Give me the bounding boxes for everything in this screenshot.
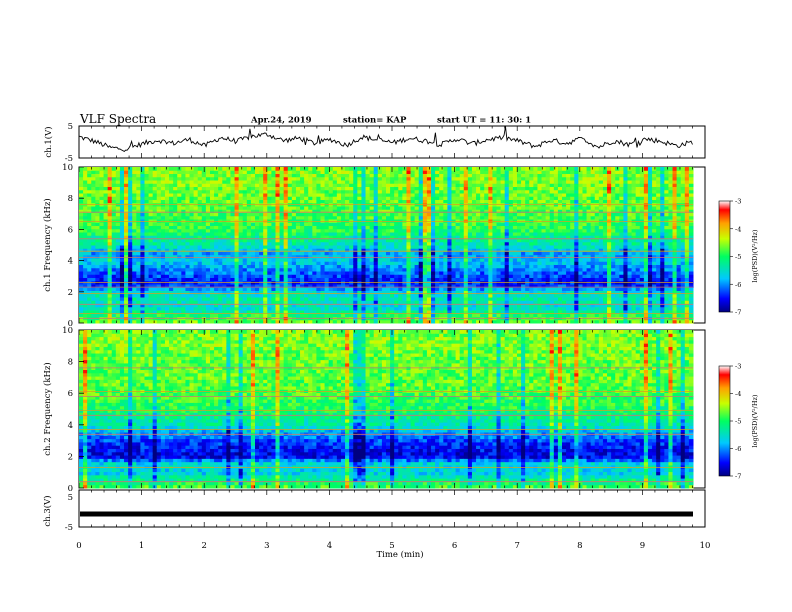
ch2-spectrogram-ylabel: ch.2 Frequency (kHz): [42, 362, 53, 455]
ch1-spectrogram-ytick-label: 6: [68, 225, 73, 235]
x-tick-label: 3: [264, 541, 269, 551]
x-axis-label: Time (min): [376, 549, 423, 560]
ch1-ytick-top: 5: [68, 122, 73, 132]
date-label: Apr.24, 2019: [250, 116, 312, 126]
ch1-spectrogram-ytick-label: 0: [68, 319, 73, 329]
x-tick-label: 0: [76, 541, 81, 551]
ch1-ylabel: ch.1(V): [43, 126, 54, 157]
ch1-colorbar-tick-label: -6: [735, 281, 741, 289]
ch2-spectrogram-ytick-label: 10: [62, 326, 73, 336]
ch2-spectrogram-cells: [79, 330, 694, 489]
ch1-waveform-trace: [78, 126, 693, 152]
ch1-spectrogram-ytick-label: 4: [68, 257, 73, 267]
ch1-waveform-panel: 5 -5 ch.1(V): [43, 122, 706, 164]
ch2-spectrogram-ytick-label: 4: [68, 421, 73, 431]
ch1-ytick-bottom: -5: [65, 154, 73, 164]
x-tick-label: 2: [201, 541, 206, 551]
ch2-colorbar-tick-label: -3: [735, 363, 741, 371]
x-tick-label: 1: [139, 541, 144, 551]
ch2-colorbar-tick-label: -5: [735, 418, 741, 426]
x-tick-label: 10: [700, 541, 711, 551]
ch2-colorbar-tick-label: -6: [735, 445, 741, 453]
ch3-plot-frame: [78, 489, 706, 528]
ch1-colorbar-tick-label: -7: [735, 309, 741, 317]
ch1-spectrogram-cells: [79, 167, 694, 324]
ch2-spectrogram-ytick-label: 6: [68, 389, 73, 399]
ch3-ytick-bottom: -5: [65, 523, 73, 533]
ch1-colorbar-gradient: [718, 200, 731, 313]
ch1-colorbar-tick-label: -4: [735, 225, 741, 233]
ch1-colorbar-label: log(PSD)(V²/Hz): [751, 229, 759, 282]
ch2-colorbar-gradient: [718, 365, 731, 477]
ch2-colorbar-tick-label: -7: [735, 473, 741, 481]
ch1-spectrogram-ytick-label: 8: [68, 194, 73, 204]
ch1-spectrogram-ytick-label: 10: [62, 163, 73, 173]
ch1-colorbar-tick-label: -5: [735, 253, 741, 261]
ch3-waveform-panel: 5 -5 ch.3(V): [42, 489, 706, 533]
figure-title: VLF Spectra: [79, 112, 156, 126]
x-tick-label: 8: [577, 541, 582, 551]
x-tick-label: 9: [640, 541, 645, 551]
x-tick-label: 6: [452, 541, 457, 551]
ch1-spectrogram-ytick-label: 2: [68, 288, 73, 298]
ch2-spectrogram-ytick-label: 8: [68, 358, 73, 368]
x-tick-label: 4: [327, 541, 332, 551]
x-tick-label: 7: [514, 541, 519, 551]
ch2-spectrogram-ytick-label: 2: [68, 452, 73, 462]
ch2-colorbar-tick-label: -4: [735, 390, 741, 398]
ch1-plot-frame: [78, 125, 706, 159]
ch1-spectrogram-ylabel: ch.1 Frequency (kHz): [42, 198, 53, 291]
ch3-ytick-top: 5: [68, 493, 73, 503]
ch2-colorbar-label: log(PSD)(V²/Hz): [751, 394, 759, 447]
station-label: station= KAP: [343, 116, 407, 126]
ch3-ylabel: ch.3(V): [42, 495, 53, 526]
x-tick-label: 5: [389, 541, 394, 551]
ch2-spectrogram-ytick-label: 0: [68, 484, 73, 494]
ch1-colorbar-tick-label: -3: [735, 198, 741, 206]
start-time-label: start UT = 11: 30: 1: [437, 116, 531, 126]
